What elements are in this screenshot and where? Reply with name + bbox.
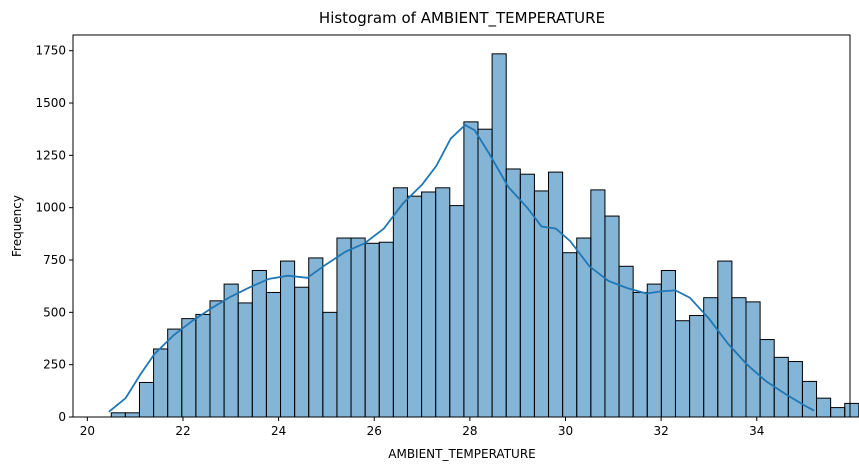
x-tick-label: 30: [558, 424, 573, 438]
chart-title: Histogram of AMBIENT_TEMPERATURE: [319, 9, 605, 28]
histogram-bar: [435, 187, 451, 418]
histogram-bar: [308, 257, 324, 418]
histogram-bar: [280, 260, 296, 418]
plot-frame: [72, 34, 851, 418]
histogram-bar: [336, 237, 352, 418]
kde-curve: [108, 123, 815, 413]
x-tick-label: 24: [271, 424, 286, 438]
histogram-bar: [322, 311, 338, 418]
histogram-bar: [604, 215, 620, 418]
histogram-bar: [844, 402, 859, 418]
histogram-bar: [646, 283, 662, 418]
x-axis-label: AMBIENT_TEMPERATURE: [388, 447, 535, 461]
histogram-bar: [463, 121, 479, 418]
histogram-bar: [548, 171, 564, 418]
histogram-bar: [181, 318, 197, 418]
histogram-bar: [124, 412, 140, 418]
x-tick-label: 32: [653, 424, 668, 438]
histogram-bar: [406, 195, 423, 418]
histogram-bar: [801, 380, 818, 418]
histogram-bar: [745, 301, 761, 418]
y-tick-label: 750: [43, 253, 66, 267]
x-tick-label: 34: [749, 424, 764, 438]
histogram-bar: [421, 191, 437, 418]
histogram-bar: [505, 168, 521, 418]
histogram-bar: [830, 407, 846, 418]
histogram-bar: [251, 269, 267, 418]
histogram-bar: [294, 286, 310, 418]
y-tick-label: 250: [43, 358, 66, 372]
histogram-bar: [138, 381, 155, 418]
y-tick-label: 1250: [35, 148, 66, 162]
x-axis-ticks: 20 22 24 26 28 30 32 34: [80, 417, 764, 438]
histogram-bar: [590, 189, 606, 418]
bar-series: [110, 53, 859, 418]
histogram-bar: [660, 269, 676, 418]
histogram-bar: [209, 300, 225, 418]
x-tick-label: 28: [462, 424, 477, 438]
histogram-bar: [153, 348, 169, 418]
y-tick-label: 1000: [35, 201, 66, 215]
histogram-bar: [731, 297, 747, 418]
histogram-bar: [491, 53, 507, 418]
y-tick-label: 0: [58, 410, 66, 424]
histogram-bar: [364, 242, 380, 418]
histogram-bar: [787, 361, 803, 418]
histogram-bar: [195, 313, 211, 418]
histogram-bar: [223, 283, 239, 418]
y-tick-label: 1500: [35, 96, 66, 110]
x-tick-label: 22: [175, 424, 190, 438]
histogram-bar: [689, 314, 705, 418]
y-tick-label: 500: [43, 305, 66, 319]
histogram-bar: [167, 328, 183, 418]
y-axis-ticks: 0 250 500 750 1000 1250 1500 1750: [35, 44, 73, 424]
histogram-bar: [477, 128, 493, 418]
x-tick-label: 26: [367, 424, 382, 438]
histogram-bar: [533, 190, 550, 418]
histogram-bar: [449, 205, 465, 418]
histogram-bar: [562, 252, 578, 418]
histogram-bar: [265, 291, 282, 418]
x-tick-label: 20: [80, 424, 95, 438]
y-axis-label: Frequency: [10, 195, 24, 257]
y-tick-label: 1750: [35, 44, 66, 58]
histogram-bar: [632, 291, 648, 418]
histogram-bar: [350, 237, 366, 418]
histogram-bar: [816, 397, 832, 418]
histogram-bar: [674, 320, 691, 418]
histogram-bar: [392, 187, 408, 418]
histogram-bar: [237, 302, 253, 418]
histogram-bar: [378, 241, 394, 418]
histogram-bar: [519, 173, 535, 418]
histogram-bar: [110, 412, 126, 418]
